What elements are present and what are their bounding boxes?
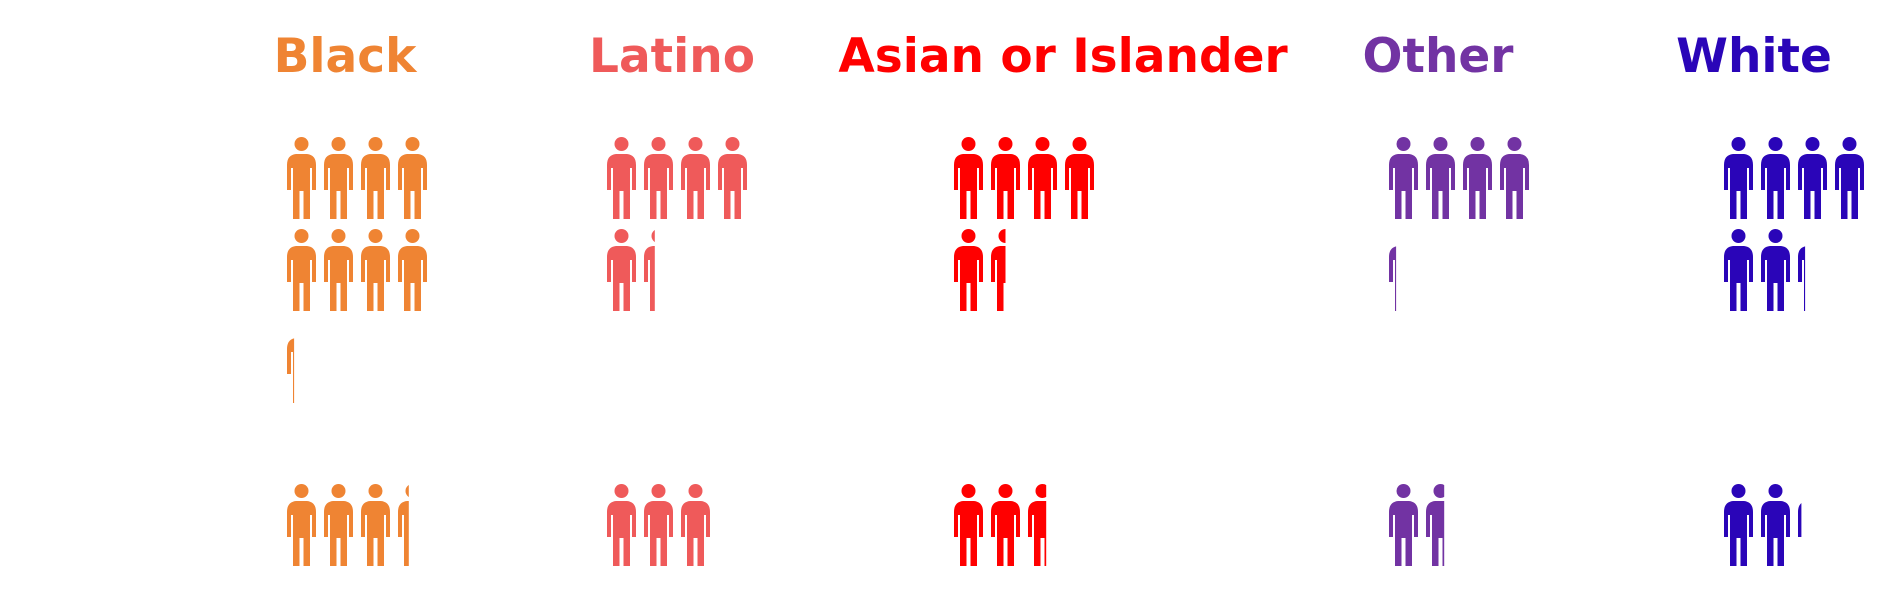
person-icon <box>287 229 316 311</box>
person-icon <box>1463 137 1492 219</box>
person-icon <box>607 484 636 566</box>
icon-group-asian-or-islander-1 <box>954 137 1094 311</box>
category-title-white: White <box>1676 29 1832 84</box>
icon-group-latino-1 <box>607 137 747 311</box>
icon-group-black-1 <box>287 137 427 403</box>
icon-group-white-2 <box>1724 484 1802 566</box>
person-icon <box>1426 484 1445 566</box>
person-icon <box>1724 229 1753 311</box>
person-icon <box>1724 137 1753 219</box>
person-icon <box>718 137 747 219</box>
person-icon <box>324 137 353 219</box>
person-icon <box>991 137 1020 219</box>
person-icon <box>324 484 353 566</box>
person-icon-groups <box>287 137 1864 566</box>
person-icon <box>1724 484 1753 566</box>
person-icon <box>1835 137 1864 219</box>
person-icon <box>1798 137 1827 219</box>
person-icon <box>954 137 983 219</box>
person-icon <box>681 137 710 219</box>
person-icon <box>954 484 983 566</box>
person-icon <box>1761 137 1790 219</box>
person-icon <box>398 137 427 219</box>
person-icon <box>1389 137 1418 219</box>
person-icon <box>954 229 983 311</box>
icon-group-asian-or-islander-2 <box>954 484 1047 566</box>
person-icon <box>1389 246 1397 311</box>
category-title-black: Black <box>274 29 419 84</box>
person-icon <box>361 484 390 566</box>
person-icon <box>1028 484 1047 566</box>
category-titles: Black Latino Asian or Islander Other White <box>274 29 1832 84</box>
person-icon <box>1798 503 1802 537</box>
person-icon <box>1028 137 1057 219</box>
person-icon <box>681 484 710 566</box>
person-icon <box>398 485 409 566</box>
icon-group-other-2 <box>1389 484 1445 566</box>
person-icon <box>287 338 295 403</box>
person-icon <box>607 229 636 311</box>
icon-group-latino-2 <box>607 484 710 566</box>
person-icon <box>287 484 316 566</box>
person-icon <box>644 484 673 566</box>
person-icon <box>1426 137 1455 219</box>
icon-group-black-2 <box>287 484 409 566</box>
category-title-latino: Latino <box>589 29 755 84</box>
person-icon <box>1500 137 1529 219</box>
person-icon <box>361 229 390 311</box>
person-icon <box>287 137 316 219</box>
person-icon <box>607 137 636 219</box>
person-icon <box>1389 484 1418 566</box>
icon-group-white-1 <box>1724 137 1864 311</box>
person-icon <box>1761 484 1790 566</box>
person-icon <box>991 484 1020 566</box>
person-icon <box>1798 246 1806 311</box>
person-icon <box>361 137 390 219</box>
person-icon <box>324 229 353 311</box>
person-icon <box>1761 229 1790 311</box>
icon-group-other-1 <box>1389 137 1529 311</box>
category-title-asian-or-islander: Asian or Islander <box>838 29 1288 84</box>
category-title-other: Other <box>1363 29 1515 84</box>
person-icon <box>991 229 1006 311</box>
person-icon <box>644 230 655 311</box>
person-icon <box>398 229 427 311</box>
person-icon <box>1065 137 1094 219</box>
person-icon <box>644 137 673 219</box>
